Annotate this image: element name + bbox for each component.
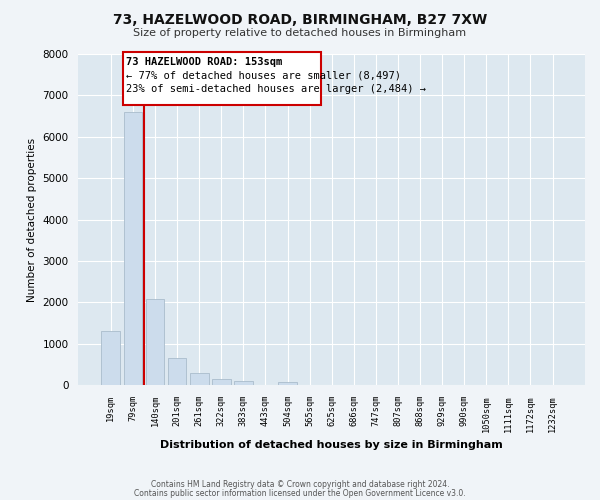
Text: 23% of semi-detached houses are larger (2,484) →: 23% of semi-detached houses are larger (… — [126, 84, 426, 94]
X-axis label: Distribution of detached houses by size in Birmingham: Distribution of detached houses by size … — [160, 440, 503, 450]
FancyBboxPatch shape — [123, 52, 320, 104]
Text: Contains public sector information licensed under the Open Government Licence v3: Contains public sector information licen… — [134, 488, 466, 498]
Text: 73, HAZELWOOD ROAD, BIRMINGHAM, B27 7XW: 73, HAZELWOOD ROAD, BIRMINGHAM, B27 7XW — [113, 12, 487, 26]
Bar — [146, 299, 164, 385]
Bar — [124, 112, 142, 385]
Text: 73 HAZELWOOD ROAD: 153sqm: 73 HAZELWOOD ROAD: 153sqm — [126, 58, 283, 68]
Bar — [101, 330, 120, 385]
Bar — [234, 382, 253, 385]
Bar — [167, 358, 187, 385]
Bar — [278, 382, 297, 385]
Text: Contains HM Land Registry data © Crown copyright and database right 2024.: Contains HM Land Registry data © Crown c… — [151, 480, 449, 489]
Bar — [212, 379, 230, 385]
Y-axis label: Number of detached properties: Number of detached properties — [27, 138, 37, 302]
Text: Size of property relative to detached houses in Birmingham: Size of property relative to detached ho… — [133, 28, 467, 38]
Text: ← 77% of detached houses are smaller (8,497): ← 77% of detached houses are smaller (8,… — [126, 70, 401, 81]
Bar — [190, 373, 209, 385]
